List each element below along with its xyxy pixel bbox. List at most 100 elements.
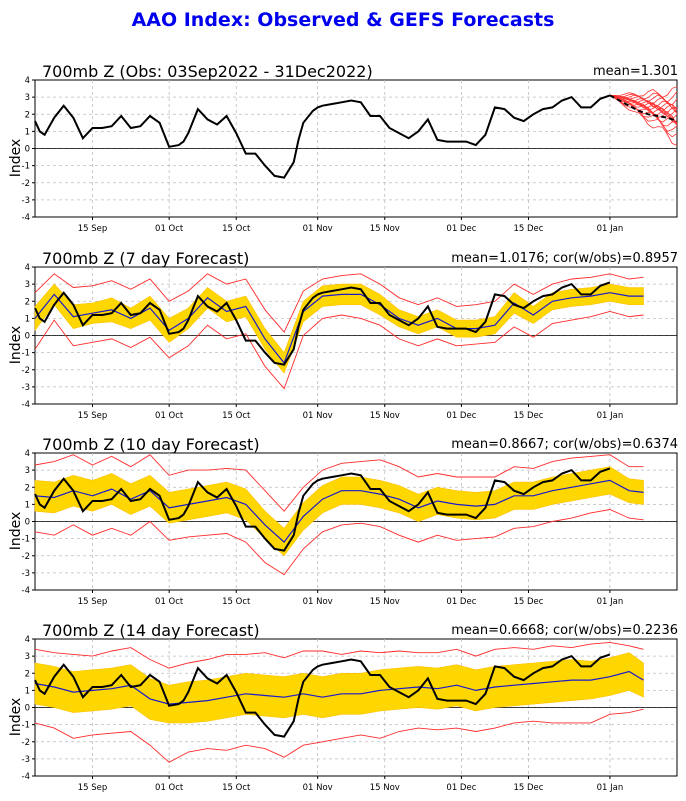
y-tick-label: -3 — [22, 196, 30, 206]
max-line — [34, 454, 644, 512]
ensemble-mean-line — [34, 292, 644, 365]
y-tick-label: -4 — [22, 586, 30, 596]
x-tick-label: 15 Nov — [370, 597, 400, 607]
ensemble-mean-line — [34, 670, 644, 705]
panel-title: 700mb Z (14 day Forecast) — [42, 621, 260, 640]
y-tick-label: -2 — [22, 738, 30, 748]
plot-10day: -4 -3 -2 -1 0 1 2 3 4 15 Sep 01 Oct 15 Oct 01 Nov 15 … — [22, 449, 678, 607]
x-tick-label: 15 Oct — [222, 783, 251, 793]
y-tick-label: -3 — [22, 569, 30, 579]
x-tick-label: 01 Oct — [155, 224, 184, 234]
observed-line — [34, 653, 611, 738]
x-tick-label: 15 Dec — [513, 411, 543, 421]
y-tick-label: 3 — [25, 93, 30, 103]
x-tick-label: 01 Oct — [155, 783, 184, 793]
ensemble-member-line — [609, 95, 678, 114]
y-tick-label: 0 — [25, 332, 30, 342]
x-tick-label: 15 Nov — [370, 224, 400, 234]
ensemble-member-line — [609, 91, 678, 103]
y-tick-label: 2 — [25, 110, 30, 120]
panel-title: 700mb Z (Obs: 03Sep2022 - 31Dec2022) — [42, 62, 373, 81]
x-tick-label: 15 Sep — [78, 597, 108, 607]
y-tick-label: 1 — [25, 127, 30, 137]
y-tick-label: 2 — [25, 483, 30, 493]
ensemble-member-line — [609, 95, 678, 132]
y-tick-label: -2 — [22, 552, 30, 562]
x-tick-label: 01 Dec — [446, 411, 476, 421]
figure-title: AAO Index: Observed & GEFS Forecasts — [131, 9, 555, 31]
x-tick-label: 15 Oct — [222, 224, 251, 234]
x-tick-label: 01 Dec — [446, 597, 476, 607]
observed-line — [34, 467, 611, 552]
x-tick-label: 15 Dec — [513, 597, 543, 607]
panel-title: 700mb Z (7 day Forecast) — [42, 249, 250, 268]
x-tick-label: 01 Dec — [446, 224, 476, 234]
x-tick-label: 01 Oct — [155, 411, 184, 421]
ensemble-member-line — [609, 86, 678, 98]
max-line — [34, 273, 644, 333]
y-tick-label: 1 — [25, 686, 30, 696]
x-tick-label: 15 Sep — [78, 411, 108, 421]
panel-stat: mean=1.0176; cor(w/obs)=0.8957 — [451, 251, 678, 266]
x-tick-label: 15 Oct — [222, 597, 251, 607]
y-tick-label: 1 — [25, 314, 30, 324]
y-tick-label: -1 — [22, 535, 30, 545]
spread-band — [34, 466, 644, 557]
y-tick-label: -1 — [22, 721, 30, 731]
ensemble-mean-line — [609, 94, 678, 123]
x-tick-label: 15 Nov — [370, 411, 400, 421]
y-tick-label: 0 — [25, 145, 30, 155]
x-tick-label: 01 Nov — [303, 411, 333, 421]
y-tick-label: -2 — [22, 366, 30, 376]
y-tick-label: -3 — [22, 383, 30, 393]
y-tick-label: 4 — [25, 635, 30, 645]
y-tick-label: 4 — [25, 76, 30, 86]
max-line — [34, 641, 644, 669]
observed-line — [34, 94, 611, 179]
spread-band — [34, 652, 644, 724]
panel-stat: mean=0.8667; cor(w/obs)=0.6374 — [451, 437, 678, 452]
x-tick-label: 01 Jan — [597, 411, 624, 421]
y-tick-label: 3 — [25, 280, 30, 290]
panel-stat: mean=1.301 — [593, 64, 678, 79]
y-tick-label: -4 — [22, 400, 30, 410]
y-tick-label: -4 — [22, 772, 30, 782]
panel-stat: mean=0.6668; cor(w/obs)=0.2236 — [451, 623, 678, 638]
plot-14day: -4 -3 -2 -1 0 1 2 3 4 15 Sep 01 Oct 15 Oct 01 Nov 15 … — [22, 635, 678, 793]
x-tick-label: 01 Nov — [303, 597, 333, 607]
observed-line — [34, 281, 611, 366]
y-tick-label: 3 — [25, 466, 30, 476]
x-tick-label: 01 Oct — [155, 597, 184, 607]
spread-band — [34, 283, 644, 374]
y-tick-label: -4 — [22, 213, 30, 223]
min-line — [34, 311, 644, 390]
ensemble-member-line — [609, 95, 678, 118]
ensemble-mean-line — [34, 479, 644, 543]
x-tick-label: 15 Sep — [78, 224, 108, 234]
ensemble-member-line — [609, 95, 678, 112]
x-tick-label: 01 Jan — [597, 783, 624, 793]
y-tick-label: 2 — [25, 669, 30, 679]
x-tick-label: 01 Jan — [597, 597, 624, 607]
plot-observed: -4 -3 -2 -1 0 1 2 3 4 15 Sep 01 Oct 15 Oct 01 Nov 15 … — [22, 76, 678, 234]
panel-title: 700mb Z (10 day Forecast) — [42, 435, 260, 454]
y-tick-label: -1 — [22, 349, 30, 359]
panel-14day: 700mb Z (14 day Forecast) mean=0.6668; c… — [0, 621, 686, 801]
x-tick-label: 01 Dec — [446, 783, 476, 793]
x-tick-label: 15 Dec — [513, 783, 543, 793]
min-line — [34, 708, 644, 763]
y-tick-label: 0 — [25, 704, 30, 714]
plot-7day: -4 -3 -2 -1 0 1 2 3 4 15 Sep 01 Oct 15 Oct 01 Nov 15 … — [22, 263, 678, 421]
y-tick-label: -1 — [22, 162, 30, 172]
y-tick-label: 1 — [25, 500, 30, 510]
panel-10day: 700mb Z (10 day Forecast) mean=0.8667; c… — [0, 435, 686, 615]
x-tick-label: 01 Nov — [303, 224, 333, 234]
x-tick-label: 15 Nov — [370, 783, 400, 793]
y-tick-label: 2 — [25, 297, 30, 307]
y-tick-label: -2 — [22, 179, 30, 189]
y-tick-label: 0 — [25, 518, 30, 528]
x-tick-label: 01 Jan — [597, 224, 624, 234]
y-tick-label: 3 — [25, 652, 30, 662]
y-tick-label: -3 — [22, 755, 30, 765]
panel-observed: 700mb Z (Obs: 03Sep2022 - 31Dec2022) mea… — [0, 62, 686, 242]
